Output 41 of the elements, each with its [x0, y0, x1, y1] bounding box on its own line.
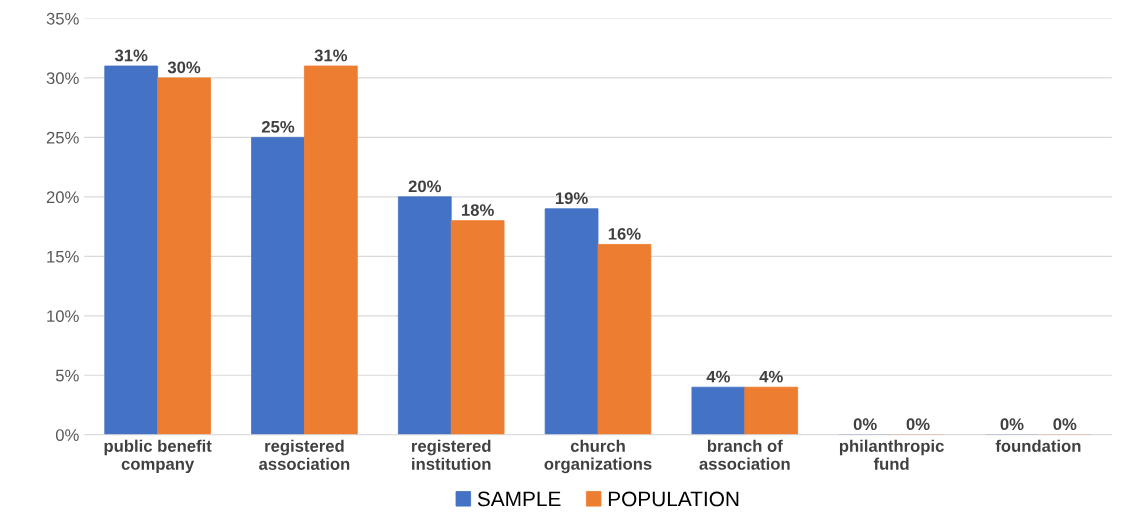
y-tick-label: 0%	[55, 429, 79, 441]
data-label: 31%	[314, 49, 348, 62]
data-label: 19%	[555, 192, 588, 205]
legend-label: SAMPLE	[477, 491, 561, 507]
legend-label: POPULATION	[608, 491, 739, 507]
bar	[691, 386, 746, 435]
data-label: 25%	[261, 120, 295, 133]
bar	[104, 65, 159, 435]
bar	[303, 65, 358, 435]
bar	[544, 208, 599, 435]
y-tick-label: 5%	[55, 369, 79, 382]
x-tick-label: church organizations	[544, 439, 652, 474]
x-tick-label: registered institution	[412, 439, 491, 470]
data-label: 0%	[853, 418, 877, 431]
data-label: 4%	[706, 370, 730, 383]
data-label: 0%	[1053, 418, 1077, 431]
bar	[157, 77, 211, 435]
y-tick-label: 10%	[47, 310, 79, 323]
x-tick-label: public benefit company	[104, 439, 212, 474]
y-tick-label: 15%	[47, 250, 79, 263]
bar	[251, 136, 305, 435]
y-tick-label: 30%	[46, 72, 79, 85]
bar	[597, 244, 652, 435]
data-label: 16%	[608, 227, 641, 240]
data-label: 18%	[462, 204, 494, 216]
x-tick-label: foundation	[995, 439, 1081, 452]
bar	[397, 196, 452, 435]
data-label: 0%	[1000, 418, 1024, 431]
data-label: 31%	[114, 49, 148, 62]
bar	[450, 220, 505, 435]
bar	[744, 386, 799, 435]
y-tick-label: 20%	[46, 191, 79, 204]
data-label: 4%	[759, 370, 783, 383]
x-tick-label: philanthropic fund	[839, 439, 944, 470]
data-label: 20%	[408, 180, 442, 193]
data-label: 0%	[906, 418, 930, 431]
x-tick-label: branch of association	[699, 439, 790, 470]
data-label: 30%	[167, 61, 201, 74]
y-tick-label: 35%	[46, 12, 79, 25]
y-tick-label: 25%	[46, 131, 79, 144]
x-tick-label: registered association	[259, 439, 350, 470]
